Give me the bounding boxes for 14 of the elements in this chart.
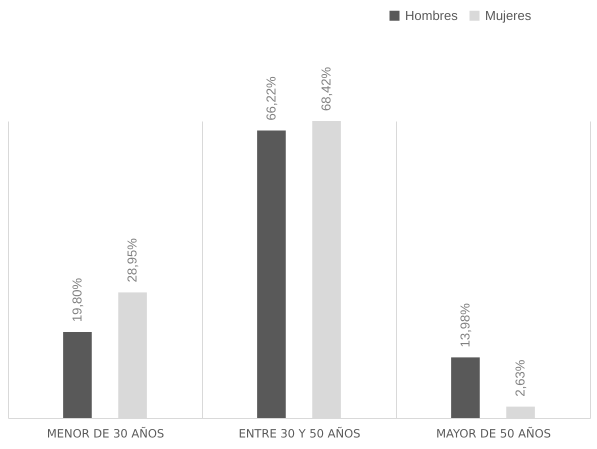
data-label: 28,95% <box>124 238 140 282</box>
data-label: 68,42% <box>318 66 334 111</box>
data-label: 13,98% <box>457 302 472 348</box>
x-tick-label: MAYOR DE 50 AÑOS <box>436 426 551 440</box>
bar <box>63 332 92 418</box>
x-tick-label: ENTRE 30 Y 50 AÑOS <box>238 426 360 440</box>
legend-label: Hombres <box>405 8 458 23</box>
data-label: 2,63% <box>512 359 528 397</box>
data-label: 19,80% <box>69 278 84 322</box>
bar <box>451 357 480 418</box>
bar <box>257 130 286 418</box>
data-label: 66,22% <box>263 76 278 121</box>
legend-label: Mujeres <box>485 8 532 23</box>
x-tick-label: MENOR DE 30 AÑOS <box>46 426 164 440</box>
